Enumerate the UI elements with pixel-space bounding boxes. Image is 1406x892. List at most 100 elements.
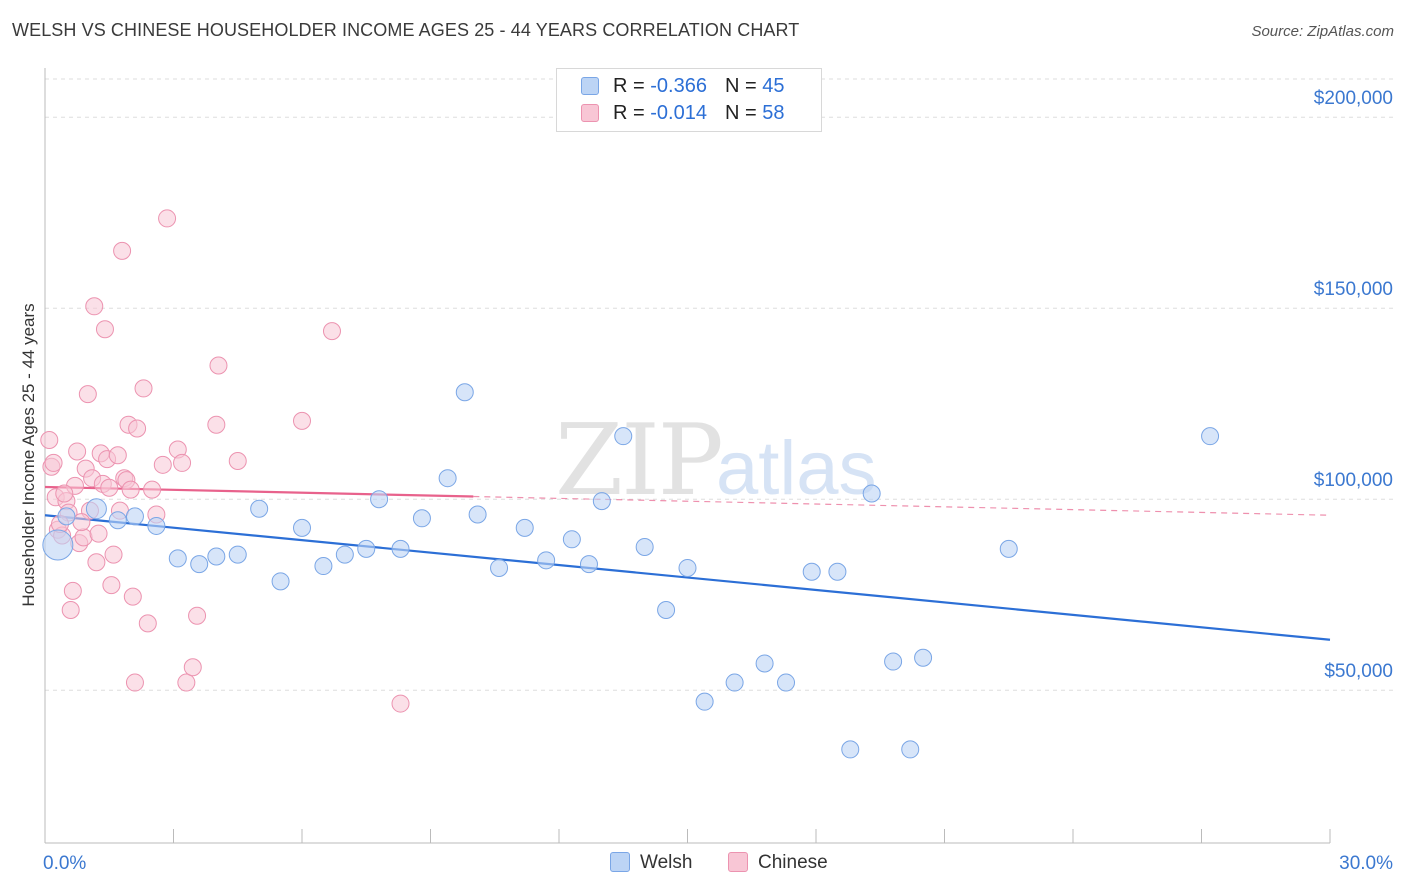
chinese-point (143, 480, 162, 499)
y-tick-label: $50,000 (1324, 661, 1393, 682)
data-points (40, 209, 1220, 759)
chinese-point (293, 411, 311, 430)
chinese-point (207, 415, 226, 434)
welsh-point (901, 740, 920, 759)
chart-title: WELSH VS CHINESE HOUSEHOLDER INCOME AGES… (12, 20, 800, 40)
chinese-legend-swatch (728, 852, 748, 872)
welsh-point (293, 518, 311, 537)
chinese-point (55, 484, 74, 503)
chinese-point (138, 614, 157, 633)
welsh-point (657, 600, 676, 619)
welsh-point (592, 492, 611, 511)
chinese-swatch (581, 104, 599, 122)
chinese-point (95, 320, 114, 339)
chinese-point (121, 480, 140, 499)
chinese-point (113, 241, 132, 260)
welsh-point (335, 545, 354, 564)
bottom-legend-chinese: Chinese (728, 852, 828, 874)
welsh-point (537, 551, 556, 570)
chinese-point (78, 385, 97, 404)
watermark: ZIP atlas (555, 404, 877, 518)
welsh-point (777, 673, 796, 692)
chinese-point (188, 606, 207, 625)
welsh-swatch (581, 77, 599, 95)
x-tick-label-start: 0.0% (43, 853, 86, 874)
welsh-point (802, 562, 821, 581)
welsh-n-value: 45 (762, 75, 785, 97)
chinese-n-value: 58 (762, 102, 785, 124)
welsh-r-value: -0.366 (650, 75, 707, 97)
chinese-point (153, 455, 172, 474)
welsh-point (108, 511, 127, 530)
welsh-point (490, 558, 509, 577)
welsh-trend-line (44, 514, 1331, 641)
welsh-point (678, 558, 697, 577)
welsh-point (862, 484, 881, 503)
chinese-legend-label: Chinese (758, 852, 828, 873)
welsh-point (147, 516, 166, 535)
welsh-point (614, 427, 633, 446)
chinese-point (72, 513, 91, 532)
welsh-point (271, 572, 290, 591)
chinese-point (44, 453, 63, 472)
chinese-point (134, 379, 153, 398)
chinese-point (74, 528, 93, 547)
welsh-point (884, 652, 903, 671)
legend-row-welsh: R = -0.366 N = 45 (581, 75, 784, 98)
welsh-point (391, 539, 410, 558)
chinese-n-label: N = (724, 102, 763, 124)
welsh-point (125, 507, 144, 526)
chinese-point (322, 322, 341, 341)
axis-labels: Householder Income Ages 25 - 44 years $5… (19, 88, 1393, 874)
chinese-point (61, 600, 80, 619)
watermark-zip: ZIP (555, 404, 722, 518)
welsh-r-label: R = (613, 75, 651, 97)
welsh-point (168, 549, 187, 568)
chinese-point (391, 694, 410, 713)
chinese-point (63, 581, 82, 600)
y-tick-label: $200,000 (1314, 88, 1393, 109)
chinese-point (100, 478, 119, 497)
welsh-point (562, 530, 581, 549)
welsh-point (228, 545, 247, 564)
chinese-point (104, 545, 123, 564)
welsh-point (207, 547, 226, 566)
gridlines (45, 78, 1395, 691)
welsh-point (841, 740, 860, 759)
welsh-point (635, 537, 654, 556)
welsh-point (468, 505, 487, 524)
axes (44, 68, 1331, 844)
chinese-point (173, 453, 192, 472)
chinese-point (85, 297, 104, 316)
chinese-point (228, 452, 247, 470)
chinese-point (102, 576, 121, 595)
welsh-point (914, 648, 933, 667)
welsh-point (579, 555, 598, 574)
welsh-point (695, 692, 714, 711)
welsh-point (370, 490, 389, 509)
welsh-legend-label: Welsh (640, 852, 693, 873)
chart-source: Source: ZipAtlas.com (1251, 23, 1394, 40)
chinese-point (68, 442, 87, 461)
welsh-point (314, 557, 333, 576)
y-tick-label: $100,000 (1314, 470, 1393, 491)
chinese-point (177, 673, 196, 692)
chinese-point (209, 356, 228, 375)
welsh-n-label: N = (724, 75, 763, 97)
chinese-r-label: R = (613, 102, 651, 124)
watermark-atlas: atlas (716, 426, 877, 511)
welsh-point (755, 654, 774, 673)
welsh-point (515, 518, 534, 537)
welsh-point (357, 539, 376, 558)
chinese-point (89, 524, 108, 543)
chinese-point (123, 587, 142, 606)
welsh-point (725, 673, 744, 692)
y-axis-label: Householder Income Ages 25 - 44 years (19, 303, 38, 606)
welsh-point (455, 383, 474, 402)
welsh-point (1201, 427, 1220, 446)
welsh-point (999, 539, 1018, 558)
x-tick-label-end: 30.0% (1339, 853, 1393, 874)
correlation-legend: R = -0.366 N = 45 R = -0.014 N = 58 (556, 68, 822, 132)
welsh-point (190, 555, 209, 574)
